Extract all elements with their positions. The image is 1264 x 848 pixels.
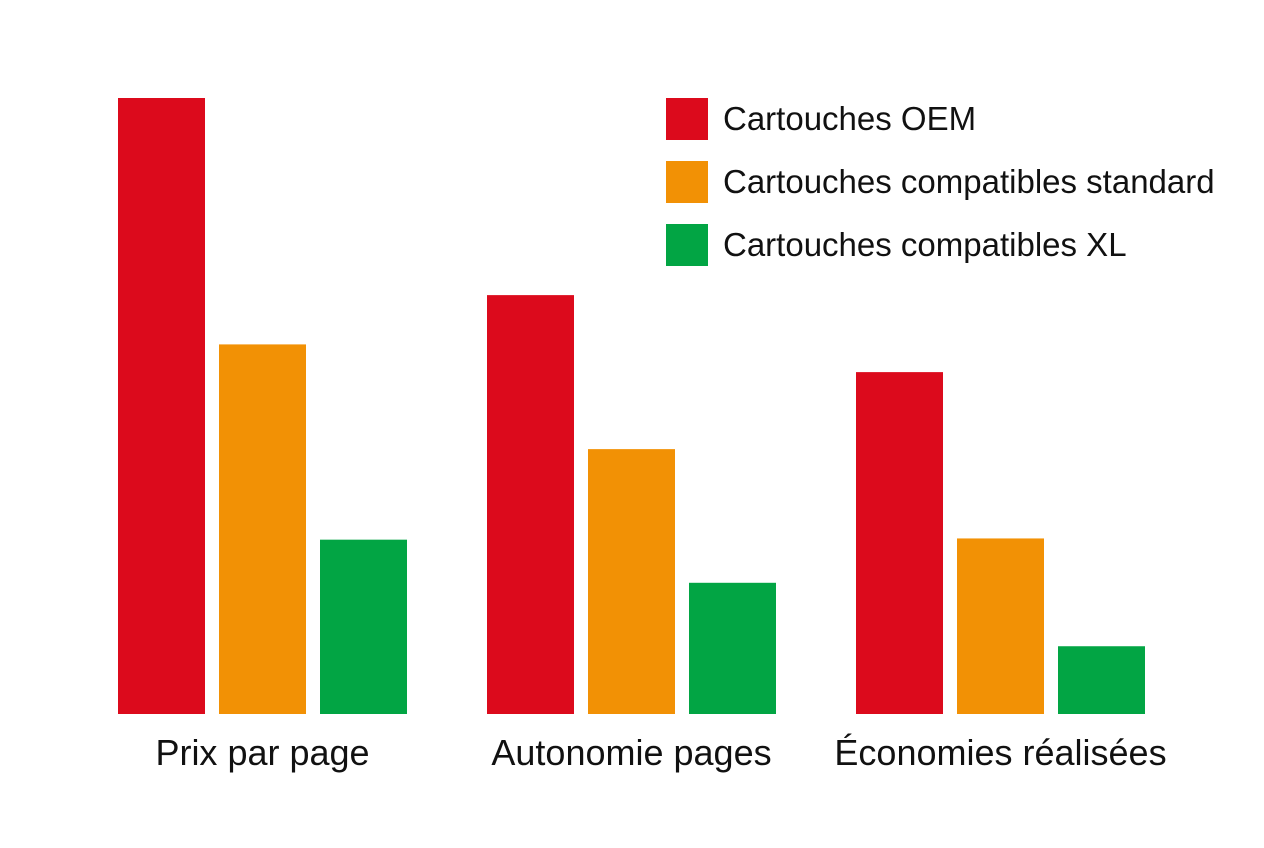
bar-prix-par-page-cartouches-compatibles-standard [219,344,306,714]
legend-swatch-cartouches-compatibles-xl [666,224,708,266]
legend-label-cartouches-compatibles-standard: Cartouches compatibles standard [723,163,1215,200]
bar-autonomie-pages-cartouches-oem [487,295,574,714]
legend: Cartouches OEM Cartouches compatibles sta… [666,98,1215,266]
bar-economies-realisees-cartouches-compatibles-standard [957,538,1044,714]
legend-swatch-cartouches-compatibles-standard [666,161,708,203]
bar-economies-realisees-cartouches-compatibles-xl [1058,646,1145,714]
bar-economies-realisees-cartouches-oem [856,372,943,714]
bar-prix-par-page-cartouches-compatibles-xl [320,539,407,714]
category-label-autonomie-pages: Autonomie pages [491,732,771,773]
bar-autonomie-pages-cartouches-compatibles-standard [588,449,675,714]
bar-prix-par-page-cartouches-oem [118,98,205,714]
category-labels: Prix par page Autonomie pages Économies ré… [155,732,1166,773]
bars-layer [118,98,1145,714]
category-label-economies-realisees: Économies réalisées [834,732,1166,773]
bar-autonomie-pages-cartouches-compatibles-xl [689,582,776,714]
legend-swatch-cartouches-oem [666,98,708,140]
legend-label-cartouches-compatibles-xl: Cartouches compatibles XL [723,226,1127,263]
category-label-prix-par-page: Prix par page [155,732,369,773]
legend-label-cartouches-oem: Cartouches OEM [723,100,976,137]
